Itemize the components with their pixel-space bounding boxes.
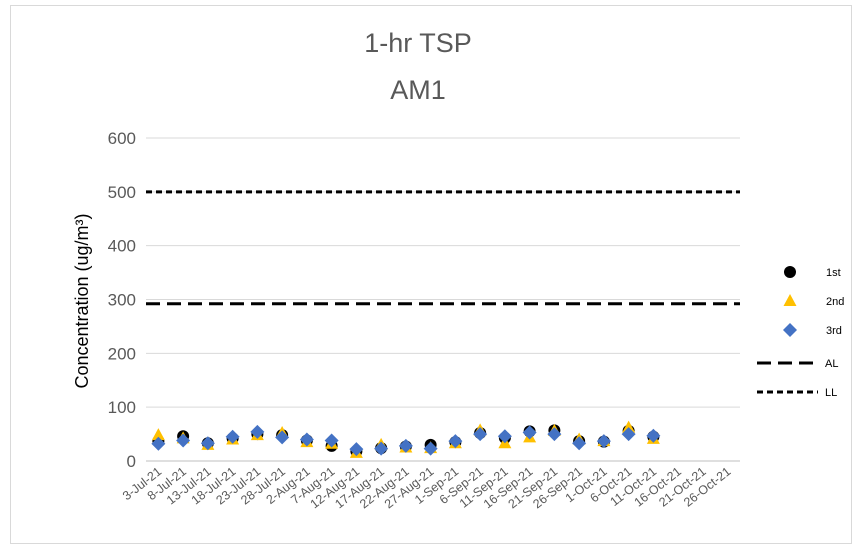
data-point-3rd bbox=[497, 429, 512, 444]
data-point-3rd bbox=[200, 436, 215, 451]
legend-label-1st: 1st bbox=[826, 267, 841, 279]
y-tick-label: 200 bbox=[108, 344, 136, 363]
data-point-3rd bbox=[596, 434, 611, 449]
y-tick-label: 500 bbox=[108, 183, 136, 202]
data-point-3rd bbox=[374, 441, 389, 456]
data-point-3rd bbox=[398, 438, 413, 453]
data-point-3rd bbox=[275, 430, 290, 445]
y-tick-label: 0 bbox=[127, 452, 136, 471]
data-point-3rd bbox=[448, 434, 463, 449]
data-point-3rd bbox=[324, 433, 339, 448]
data-point-3rd bbox=[572, 436, 587, 451]
y-tick-label: 100 bbox=[108, 398, 136, 417]
legend-label-3rd: 3rd bbox=[826, 325, 842, 337]
data-point-3rd bbox=[299, 432, 314, 447]
legend-label-2nd: 2nd bbox=[826, 296, 844, 308]
legend-marker-1st bbox=[784, 266, 796, 278]
data-point-3rd bbox=[547, 427, 562, 442]
legend-marker-2nd bbox=[783, 294, 797, 306]
legend-label-al: AL bbox=[825, 358, 838, 370]
legend-marker-3rd bbox=[783, 323, 797, 337]
data-point-3rd bbox=[646, 428, 661, 443]
data-point-3rd bbox=[473, 427, 488, 442]
legend-label-ll: LL bbox=[825, 387, 837, 399]
chart-title-line-1: 1-hr TSP bbox=[364, 28, 472, 58]
data-point-3rd bbox=[349, 442, 364, 457]
chart-title-line-2: AM1 bbox=[390, 75, 446, 105]
data-point-3rd bbox=[522, 425, 537, 440]
y-tick-label: 300 bbox=[108, 291, 136, 310]
data-point-3rd bbox=[423, 441, 438, 456]
y-tick-label: 400 bbox=[108, 237, 136, 256]
y-axis-label: Concentration (ug/m³) bbox=[72, 213, 92, 388]
data-point-3rd bbox=[250, 424, 265, 439]
data-point-3rd bbox=[621, 427, 636, 442]
data-point-3rd bbox=[176, 433, 191, 448]
data-point-3rd bbox=[151, 436, 166, 451]
data-point-2nd bbox=[151, 428, 165, 441]
data-point-2nd bbox=[622, 420, 636, 433]
data-point-3rd bbox=[225, 429, 240, 444]
y-tick-label: 600 bbox=[108, 129, 136, 148]
